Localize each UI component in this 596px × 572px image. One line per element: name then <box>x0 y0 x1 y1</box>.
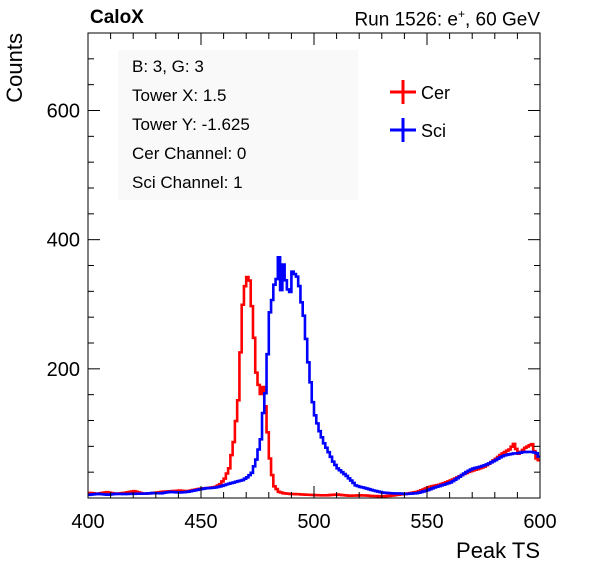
info-line: Tower X: 1.5 <box>132 86 227 105</box>
legend-label: Cer <box>421 83 450 103</box>
run-info-prefix: Run 1526: e <box>354 9 458 31</box>
series-cer-histogram <box>88 275 540 498</box>
y-axis-title: Counts <box>2 33 27 103</box>
info-line: Cer Channel: 0 <box>132 144 246 163</box>
x-tick-label: 500 <box>297 511 330 533</box>
brand-label: CaloX <box>90 7 144 28</box>
x-axis-title: Peak TS <box>456 538 540 563</box>
y-tick-label: 200 <box>47 359 80 381</box>
series-sci-histogram <box>88 256 540 497</box>
info-box <box>118 50 358 200</box>
x-tick-label: 450 <box>184 511 217 533</box>
x-tick-label: 600 <box>523 511 556 533</box>
legend-label: Sci <box>421 121 446 141</box>
x-tick-label: 550 <box>410 511 443 533</box>
run-info-suffix: , 60 GeV <box>465 9 540 31</box>
series-group <box>88 256 540 498</box>
info-line: B: 3, G: 3 <box>132 57 204 76</box>
y-tick-label: 400 <box>47 230 80 252</box>
run-info-superscript: + <box>457 7 465 21</box>
x-tick-label: 400 <box>71 511 104 533</box>
y-tick-label: 600 <box>47 101 80 123</box>
info-line: Tower Y: -1.625 <box>132 115 250 134</box>
info-line: Sci Channel: 1 <box>132 173 243 192</box>
run-info-label: Run 1526: e+, 60 GeV <box>354 7 540 31</box>
